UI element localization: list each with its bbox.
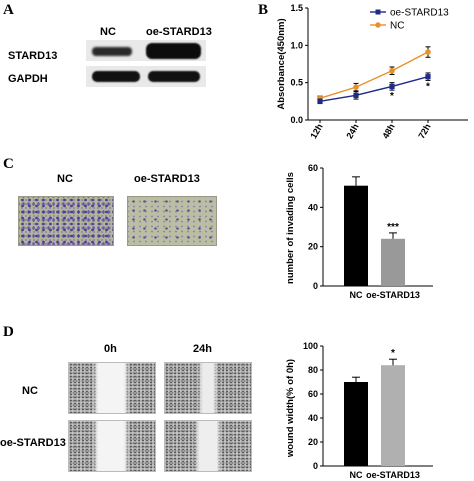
cck8-legend-label: NC (390, 21, 404, 32)
panel-label-b: B (258, 2, 269, 18)
western-col-nc: NC (100, 26, 116, 38)
cck8-point (389, 67, 395, 74)
western-row-stard13: STARD13 (8, 50, 58, 62)
cck8-y-axis-label: Absorbance(450nm) (276, 18, 287, 109)
wound-image-nc-24h (164, 362, 252, 414)
wound-xtick-label: oe-STARD13 (366, 470, 420, 480)
blot-stard13 (86, 40, 206, 61)
invasion-ytick-label: 60 (308, 163, 318, 173)
wound-row-oe: oe-STARD13 (0, 437, 66, 449)
cck8-ytick-label: 0.0 (290, 115, 303, 125)
cck8-ytick-label: 0.5 (290, 78, 303, 88)
invasion-ytick-label: 40 (308, 202, 318, 212)
wound-bar-nc (344, 382, 368, 466)
band-stard13-oe (146, 43, 201, 59)
western-col-oe: oe-STARD13 (146, 26, 212, 38)
cck8-xtick-label: 24h (344, 122, 360, 140)
transwell-col-oe: oe-STARD13 (134, 173, 200, 185)
cck8-point (425, 74, 431, 80)
cck8-significance: * (426, 81, 430, 92)
invasion-xtick-label: NC (350, 290, 363, 300)
cck8-chart: Absorbance(450nm) 0.0 0.5 1.0 1.5 12h 24h 48h… (276, 3, 468, 140)
invasion-ytick-label: 20 (308, 242, 318, 252)
wound-ytick-label: 80 (308, 365, 318, 375)
wound-ytick-label: 0 (313, 461, 318, 471)
cck8-ytick-label: 1.0 (290, 40, 303, 50)
cck8-legend-marker (375, 9, 381, 15)
invasion-y-axis-label: number of invading cells (285, 172, 296, 284)
cck8-ytick-label: 1.5 (290, 3, 303, 13)
band-gapdh-nc (92, 71, 140, 82)
wound-xtick-label: NC (350, 470, 363, 480)
panel-label-d: D (3, 324, 14, 340)
cck8-xtick-label: 12h (308, 122, 324, 140)
panel-label-a: A (3, 2, 14, 18)
cck8-point (353, 92, 359, 98)
cck8-legend-label: oe-STARD13 (390, 8, 449, 19)
wound-ytick-label: 20 (308, 437, 318, 447)
wound-y-axis-label: wound width(% of 0h) (285, 359, 296, 458)
wound-col-24h: 24h (193, 343, 212, 355)
wound-col-0h: 0h (104, 343, 117, 355)
invasion-bar-oe-stard13 (381, 238, 405, 286)
wound-row-nc: NC (22, 385, 38, 397)
wound-bar-oe-stard13 (381, 365, 405, 466)
cck8-point (389, 83, 395, 89)
wound-ytick-label: 60 (308, 389, 318, 399)
invasion-ytick-label: 0 (313, 281, 318, 291)
cck8-significance: * (390, 91, 394, 102)
cck8-point (425, 49, 431, 55)
transwell-image-nc (18, 196, 114, 246)
blot-gapdh (86, 66, 206, 87)
cck8-xtick-label: 72h (416, 122, 432, 140)
wound-chart: wound width(% of 0h) 0 20 40 60 80 100 NC oe-S… (285, 341, 433, 480)
western-row-gapdh: GAPDH (8, 73, 48, 85)
wound-image-oe-24h (164, 420, 252, 472)
wound-ytick-label: 40 (308, 413, 318, 423)
transwell-image-oe (127, 196, 217, 246)
wound-image-oe-0h (68, 420, 156, 472)
cck8-point (317, 98, 323, 104)
wound-significance: * (391, 348, 395, 359)
transwell-col-nc: NC (57, 173, 73, 185)
wound-image-nc-0h (68, 362, 156, 414)
band-stard13-nc (92, 47, 132, 56)
invasion-bar-nc (344, 185, 368, 286)
invasion-xtick-label: oe-STARD13 (366, 290, 420, 300)
cck8-series-line-oe-stard13 (319, 76, 429, 103)
cck8-xtick-label: 48h (380, 122, 396, 140)
panel-label-c: C (3, 156, 14, 172)
cck8-series-line-nc (319, 51, 429, 100)
invasion-significance: *** (387, 222, 399, 233)
invasion-chart: number of invading cells 0 20 40 60 NC oe-ST… (285, 163, 433, 300)
band-gapdh-oe (148, 71, 200, 82)
cck8-legend-marker (375, 22, 381, 28)
cck8-point (353, 84, 359, 90)
wound-ytick-label: 100 (303, 341, 318, 351)
